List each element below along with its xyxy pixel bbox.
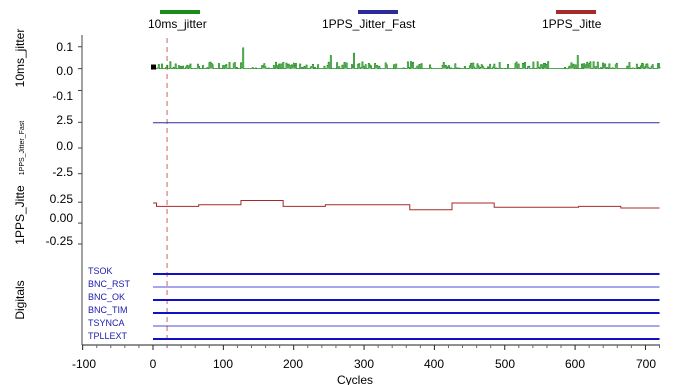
series-line-10ms-jitter <box>153 47 661 70</box>
ytick-label-p1-2: -2.5 <box>52 165 73 179</box>
series-start-marker <box>151 64 156 70</box>
legend-label-1pps-jitte: 1PPS_Jitte <box>542 17 602 31</box>
xtick-label-1: 0 <box>150 357 157 371</box>
series-line-1pps-jitte <box>153 200 660 211</box>
ytick-label-p1-1: 0.0 <box>56 139 73 153</box>
ytick-label-p2-2: -0.25 <box>46 234 74 248</box>
digital-label-tsok: TSOK <box>88 266 113 276</box>
legend-swatch-1pps-jitte <box>556 10 596 14</box>
digital-label-bnc-tim: BNC_TIM <box>88 305 128 315</box>
ytick-label-p0-0: 0.1 <box>56 40 73 54</box>
xtick-label-2: 100 <box>213 357 233 371</box>
ylabel-1pps-jitter-fast: 1PPS_Jitter_Fast <box>19 121 26 176</box>
chart-marks <box>78 38 661 350</box>
digital-label-bnc-rst: BNC_RST <box>88 279 131 289</box>
legend-swatch-10ms-jitter <box>160 10 200 14</box>
ytick-label-p0-2: -0.1 <box>52 89 73 103</box>
legend: 10ms_jitter 1PPS_Jitter_Fast 1PPS_Jitte <box>148 10 602 31</box>
ytick-label-p2-0: 0.25 <box>50 192 74 206</box>
ytick-label-p2-1: 0.00 <box>50 211 74 225</box>
xtick-label-3: 200 <box>283 357 303 371</box>
digital-label-tsynca: TSYNCA <box>88 318 125 328</box>
legend-swatch-1pps-jitter-fast <box>358 10 398 14</box>
xtick-label-7: 600 <box>565 357 585 371</box>
xtick-label-4: 300 <box>354 357 374 371</box>
legend-label-1pps-jitter-fast: 1PPS_Jitter_Fast <box>322 17 416 31</box>
xtick-label-5: 400 <box>424 357 444 371</box>
legend-label-10ms-jitter: 10ms_jitter <box>148 17 207 31</box>
ylabel-1pps-jitte: 1PPS_Jitte <box>13 185 27 245</box>
ytick-label-p1-0: 2.5 <box>56 113 73 127</box>
x-axis-label: Cycles <box>337 373 373 385</box>
xtick-label-0: -100 <box>72 357 96 371</box>
ytick-label-p0-1: 0.0 <box>56 64 73 78</box>
xtick-label-8: 700 <box>636 357 656 371</box>
digital-label-bnc-ok: BNC_OK <box>88 292 125 302</box>
ylabel-10ms-jitter: 10ms_jitter <box>13 29 27 88</box>
digital-label-tpllext: TPLLEXT <box>88 331 128 341</box>
xtick-label-6: 500 <box>495 357 515 371</box>
ylabel-digitals: Digitals <box>13 280 27 319</box>
